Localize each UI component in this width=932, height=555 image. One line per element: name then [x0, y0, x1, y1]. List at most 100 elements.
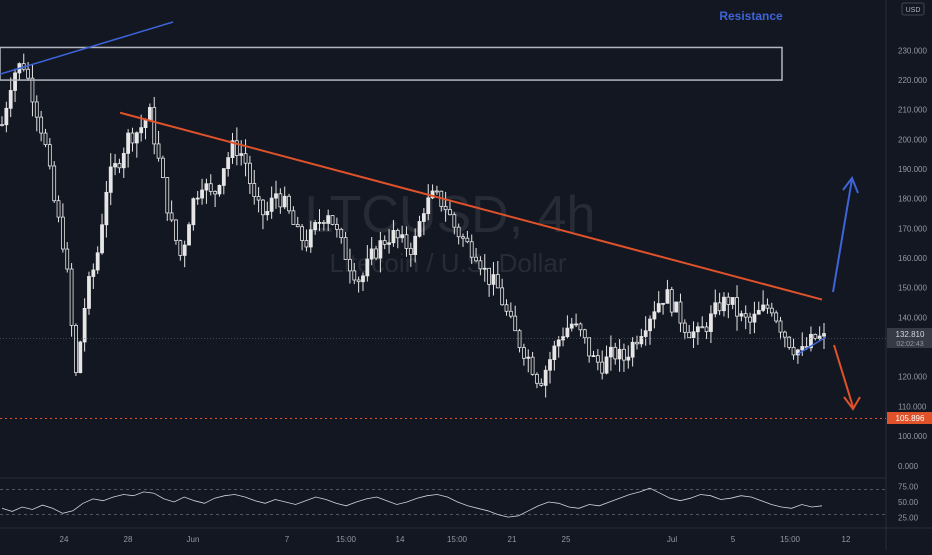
candle-body — [800, 346, 805, 351]
candle-body — [617, 348, 622, 360]
bar-countdown: 02:02:43 — [896, 341, 923, 348]
candle-body — [113, 163, 117, 168]
time-tick-label: 14 — [396, 535, 405, 544]
candle-body — [108, 166, 113, 193]
candle-body — [687, 331, 692, 339]
candle-body — [622, 348, 626, 361]
candle-body — [52, 165, 57, 202]
candle-body — [726, 296, 731, 305]
candle-body — [174, 219, 178, 242]
candle-body — [630, 341, 635, 358]
candle-body — [648, 318, 652, 332]
candle-body — [317, 222, 322, 224]
candle-body — [217, 185, 222, 195]
watermark-description: Litecoin / U.S. Dollar — [330, 248, 567, 278]
candle-body — [326, 215, 331, 224]
last-price-badge — [887, 328, 932, 348]
candle-body — [765, 304, 770, 309]
candle-body — [587, 337, 592, 357]
candle-body — [809, 333, 813, 349]
candle-body — [47, 144, 52, 167]
candle-body — [508, 310, 513, 317]
candle-body — [239, 153, 244, 156]
candle-body — [274, 193, 278, 199]
candle-body — [691, 331, 696, 339]
candle-body — [448, 209, 452, 216]
candle-body — [656, 303, 661, 313]
arrow-up-shaft — [832, 178, 853, 293]
candle-body — [817, 335, 822, 339]
candle-body — [495, 274, 500, 289]
candle-body — [365, 258, 370, 277]
candle-body — [208, 183, 213, 192]
candle-body — [595, 355, 600, 363]
candle-body — [282, 195, 287, 208]
candle-body — [30, 77, 35, 103]
price-axis[interactable]: 230.000 220.000 210.000 200.000 190.000 180.0… — [898, 46, 927, 471]
candle-body — [143, 119, 148, 129]
candle-body — [613, 346, 618, 360]
candle-body — [743, 313, 748, 318]
candle-body — [522, 347, 526, 359]
time-tick-label: 21 — [508, 535, 517, 544]
price-tick-label: 220.000 — [898, 76, 927, 85]
candle-body — [200, 189, 204, 199]
candle-body — [504, 304, 509, 312]
candle-body — [709, 313, 713, 332]
candle-body — [700, 326, 705, 329]
drawings — [0, 21, 886, 420]
candle-body — [0, 124, 4, 126]
candle-body — [182, 244, 187, 256]
candle-body — [652, 311, 657, 320]
candle-body — [369, 248, 374, 260]
candle-body — [822, 333, 826, 337]
candle-body — [430, 190, 435, 199]
candle-body — [269, 197, 274, 212]
candle-body — [569, 323, 574, 329]
price-tick-label: 230.000 — [898, 46, 927, 55]
candle-body — [791, 347, 796, 356]
candle-body — [221, 168, 226, 186]
candle-body — [339, 228, 344, 239]
candle-body — [187, 224, 191, 246]
candle-body — [469, 241, 474, 258]
candle-body — [674, 301, 679, 313]
candle-body — [578, 323, 583, 331]
candle-body — [74, 325, 78, 374]
candle-body — [291, 210, 296, 225]
rsi-line — [1, 487, 823, 518]
rsi-tick-label: 50.00 — [898, 498, 919, 507]
small-support-line — [797, 336, 827, 355]
price-tick-label: 190.000 — [898, 165, 927, 174]
candle-body — [752, 313, 757, 323]
price-tick-label: 170.000 — [898, 224, 927, 233]
candle-body — [43, 132, 48, 146]
candle-body — [134, 132, 139, 144]
candle-body — [252, 183, 257, 197]
candle-body — [600, 361, 605, 374]
time-axis[interactable]: 24 28 Jun 7 15:00 14 15:00 21 25 Jul 5 15:00 12 — [60, 535, 851, 544]
time-tick-label: 12 — [842, 535, 851, 544]
candle-body — [104, 191, 109, 226]
candle-body — [769, 307, 774, 314]
candle-body — [478, 260, 483, 270]
candle-body — [56, 200, 61, 218]
candle-body — [774, 312, 779, 322]
time-tick-label: Jul — [667, 535, 677, 544]
last-price-value: 132.810 — [896, 330, 925, 339]
candle-body — [169, 212, 174, 221]
candle-body — [65, 248, 70, 270]
candle-body — [452, 214, 457, 228]
candle-body — [387, 242, 391, 245]
candle-body — [156, 143, 161, 159]
candle-body — [130, 132, 135, 144]
candle-body — [552, 345, 557, 360]
currency-badge[interactable] — [901, 2, 925, 16]
candle-body — [539, 382, 544, 386]
candle-body — [413, 235, 418, 256]
candle-body — [643, 330, 648, 337]
candle-body — [474, 256, 478, 262]
candle-body — [248, 162, 252, 184]
